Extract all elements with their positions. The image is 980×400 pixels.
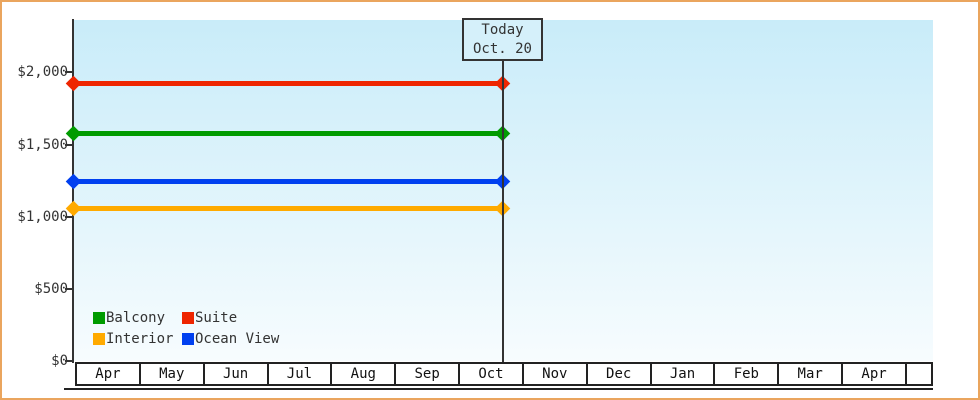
y-tick [65, 216, 73, 218]
month-cell: Jun [205, 364, 269, 384]
x-axis-baseline [64, 388, 933, 390]
month-cell-stub [907, 364, 931, 384]
line-ocean-view-dashed [512, 179, 933, 184]
line-interior-dashed [512, 206, 933, 211]
month-cell: Dec [588, 364, 652, 384]
legend-item-balcony: Balcony [93, 310, 182, 326]
line-interior-solid [74, 206, 503, 211]
y-axis-label: $1,000 [17, 209, 68, 225]
month-cell: Jan [652, 364, 716, 384]
y-axis-label: $2,000 [17, 64, 68, 80]
line-suite-dashed [512, 81, 933, 86]
y-tick [65, 144, 73, 146]
y-tick [65, 360, 73, 362]
month-cell: Mar [779, 364, 844, 384]
line-ocean-view-solid [74, 179, 503, 184]
legend-label: Interior [106, 331, 174, 347]
month-cell: May [141, 364, 205, 384]
month-cell: Apr [77, 364, 141, 384]
suite-swatch-icon [182, 312, 194, 324]
month-cell: Nov [524, 364, 588, 384]
line-suite-solid [74, 81, 503, 86]
legend: Balcony Suite Interior Ocean View [93, 310, 279, 347]
y-axis-line [72, 19, 74, 363]
line-balcony-solid [74, 131, 503, 136]
y-tick [65, 71, 73, 73]
month-cell: Sep [396, 364, 461, 384]
legend-item-ocean-view: Ocean View [182, 331, 279, 347]
today-label: Today [481, 22, 524, 38]
today-date-label: Oct. 20 [472, 41, 532, 57]
legend-label: Balcony [106, 310, 166, 326]
ocean-view-swatch-icon [182, 333, 194, 345]
x-axis-month-row: Apr May Jun Jul Aug Sep Oct Nov Dec Jan … [75, 362, 933, 386]
month-cell: Feb [715, 364, 780, 384]
month-cell: Jul [269, 364, 333, 384]
month-cell: Aug [332, 364, 397, 384]
legend-label: Ocean View [195, 331, 280, 347]
y-axis-label: $1,500 [17, 137, 68, 153]
today-vertical-line [502, 60, 504, 363]
interior-swatch-icon [93, 333, 105, 345]
legend-item-suite: Suite [182, 310, 279, 326]
line-balcony-dashed [512, 131, 933, 136]
today-annotation-box: Today Oct. 20 [462, 18, 543, 61]
month-cell: Apr [843, 364, 907, 384]
balcony-swatch-icon [93, 312, 105, 324]
y-axis-label: $500 [34, 281, 68, 297]
y-axis-label: $0 [51, 353, 68, 369]
legend-item-interior: Interior [93, 331, 182, 347]
month-cell: Oct [460, 364, 524, 384]
y-tick [65, 288, 73, 290]
legend-label: Suite [195, 310, 238, 326]
